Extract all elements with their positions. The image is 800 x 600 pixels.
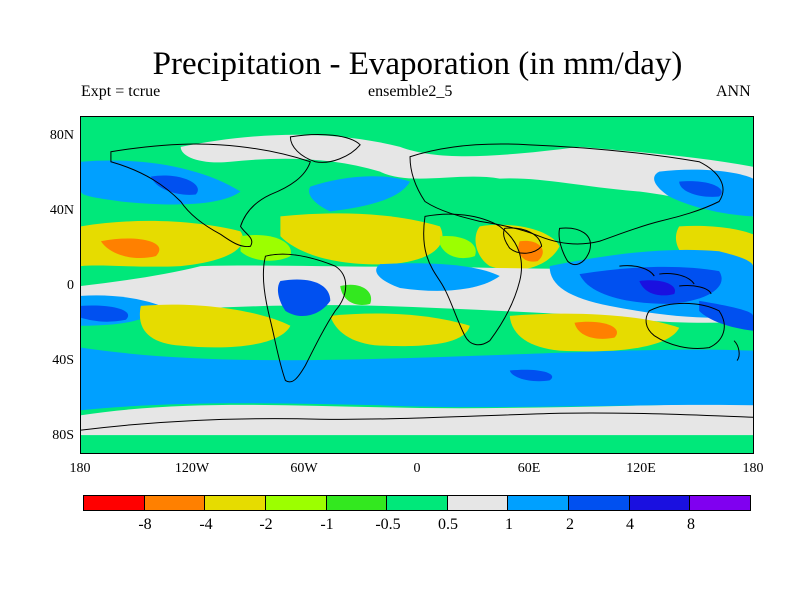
lon-label-0: 0 — [413, 461, 421, 476]
coast-india — [558, 227, 591, 265]
experiment-label: Expt = tcrue — [81, 83, 161, 100]
transition-zone-3 — [340, 284, 372, 305]
colorbar-swatch — [447, 496, 509, 510]
world-map-plot[interactable] — [80, 116, 754, 454]
arabian-strong-dry — [518, 240, 543, 262]
colorbar-swatch — [205, 496, 266, 510]
colorbar-swatch — [144, 496, 206, 510]
colorbar-swatch — [326, 496, 388, 510]
south-atlantic-dry-zone — [330, 313, 470, 347]
south-indian-strong-dry — [574, 321, 618, 339]
coast-arabia — [503, 227, 543, 254]
lat-label-80n: 80N — [49, 128, 74, 143]
coast-new-zealand — [733, 340, 740, 361]
coast-africa — [423, 213, 522, 346]
coast-greenland — [289, 134, 361, 163]
map-svg — [81, 117, 753, 453]
colorbar-swatch — [690, 496, 751, 510]
colorbar-label: -0.5 — [375, 516, 401, 533]
north-atlantic-dry-zone — [280, 213, 443, 265]
lon-label-180e: 180 — [742, 461, 764, 476]
southern-wet-band — [81, 347, 753, 411]
lon-label-180w: 180 — [69, 461, 91, 476]
colorbar-label: 0.5 — [438, 516, 458, 533]
coast-europe-asia — [409, 143, 724, 245]
lon-label-60e: 60E — [517, 461, 541, 476]
colorbar-swatch — [265, 496, 327, 510]
north-pacific-strong-east — [679, 181, 722, 197]
north-pacific-strong — [150, 175, 198, 195]
ensemble-label: ensemble2_5 — [368, 83, 453, 100]
transition-zone-2 — [439, 236, 476, 259]
season-label: ANN — [716, 83, 751, 100]
lat-label-equator: 0 — [67, 278, 74, 293]
east-pacific-strong-wet — [81, 305, 129, 322]
map-title: Precipitation - Evaporation (in mm/day) — [152, 46, 683, 82]
lat-label-40s: 40S — [52, 353, 74, 368]
colorbar-label: -8 — [138, 516, 152, 533]
amazon-wet — [277, 279, 331, 317]
itcz-wet — [376, 263, 500, 291]
arctic-ice-region — [180, 134, 753, 217]
coast-australia — [645, 302, 725, 349]
coast-north-america — [110, 143, 311, 248]
colorbar-swatch — [629, 496, 691, 510]
lon-label-60w: 60W — [290, 461, 318, 476]
lat-label-40n: 40N — [49, 203, 74, 218]
coastlines — [81, 134, 753, 431]
colorbar-label: -4 — [199, 516, 213, 533]
colorbar-label: -2 — [259, 516, 273, 533]
colorbar-label: -1 — [320, 516, 334, 533]
south-pacific-dry-zone — [139, 304, 291, 348]
coast-indonesia — [619, 265, 712, 295]
arctic-band — [81, 117, 753, 147]
lat-label-80s: 80S — [52, 428, 74, 443]
north-pacific-strong-dry — [100, 238, 160, 259]
colorbar-label: 4 — [626, 516, 634, 533]
colorbar-label: 8 — [687, 516, 695, 533]
colorbar-swatch — [84, 496, 145, 510]
lon-label-120e: 120E — [626, 461, 656, 476]
colorbar-swatch — [508, 496, 570, 510]
southern-strong-wet-1 — [509, 369, 553, 382]
colorbar-label: 1 — [505, 516, 513, 533]
colorbar — [83, 495, 751, 511]
colorbar-swatch — [569, 496, 630, 510]
coast-antarctica — [81, 412, 753, 431]
coast-south-america — [262, 253, 347, 383]
antarctic-band — [81, 435, 753, 453]
north-atlantic-wet — [309, 176, 411, 212]
colorbar-swatch — [387, 496, 448, 510]
colorbar-label: 2 — [566, 516, 574, 533]
lon-label-120w: 120W — [174, 461, 210, 476]
maritime-continent-very-wet — [639, 280, 676, 296]
